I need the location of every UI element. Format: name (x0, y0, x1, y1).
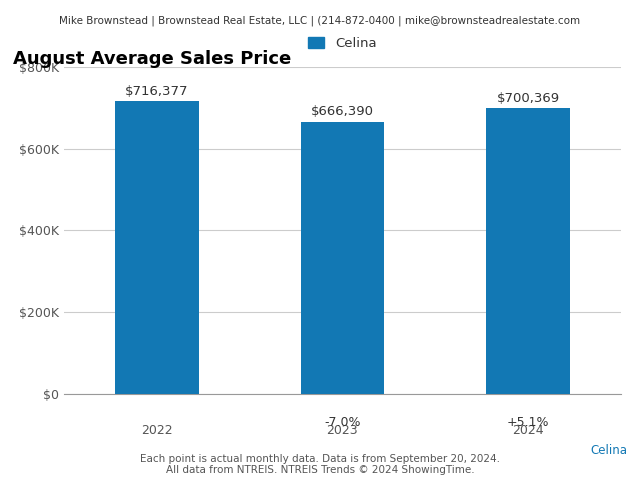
Legend: Celina: Celina (303, 31, 381, 55)
Text: $666,390: $666,390 (311, 106, 374, 119)
Text: Celina: Celina (590, 444, 627, 457)
Text: +5.1%: +5.1% (507, 416, 549, 429)
Text: -7.0%: -7.0% (324, 416, 361, 429)
Text: $716,377: $716,377 (125, 85, 189, 98)
Text: Each point is actual monthly data. Data is from September 20, 2024.: Each point is actual monthly data. Data … (140, 454, 500, 464)
Bar (486, 108, 570, 394)
Bar (115, 101, 198, 394)
Text: Mike Brownstead | Brownstead Real Estate, LLC | (214-872-0400 | mike@brownsteadr: Mike Brownstead | Brownstead Real Estate… (60, 15, 580, 25)
Text: August Average Sales Price: August Average Sales Price (13, 50, 291, 68)
Text: $700,369: $700,369 (497, 92, 559, 105)
Bar (301, 122, 384, 394)
Text: All data from NTREIS. NTREIS Trends © 2024 ShowingTime.: All data from NTREIS. NTREIS Trends © 20… (166, 465, 474, 475)
